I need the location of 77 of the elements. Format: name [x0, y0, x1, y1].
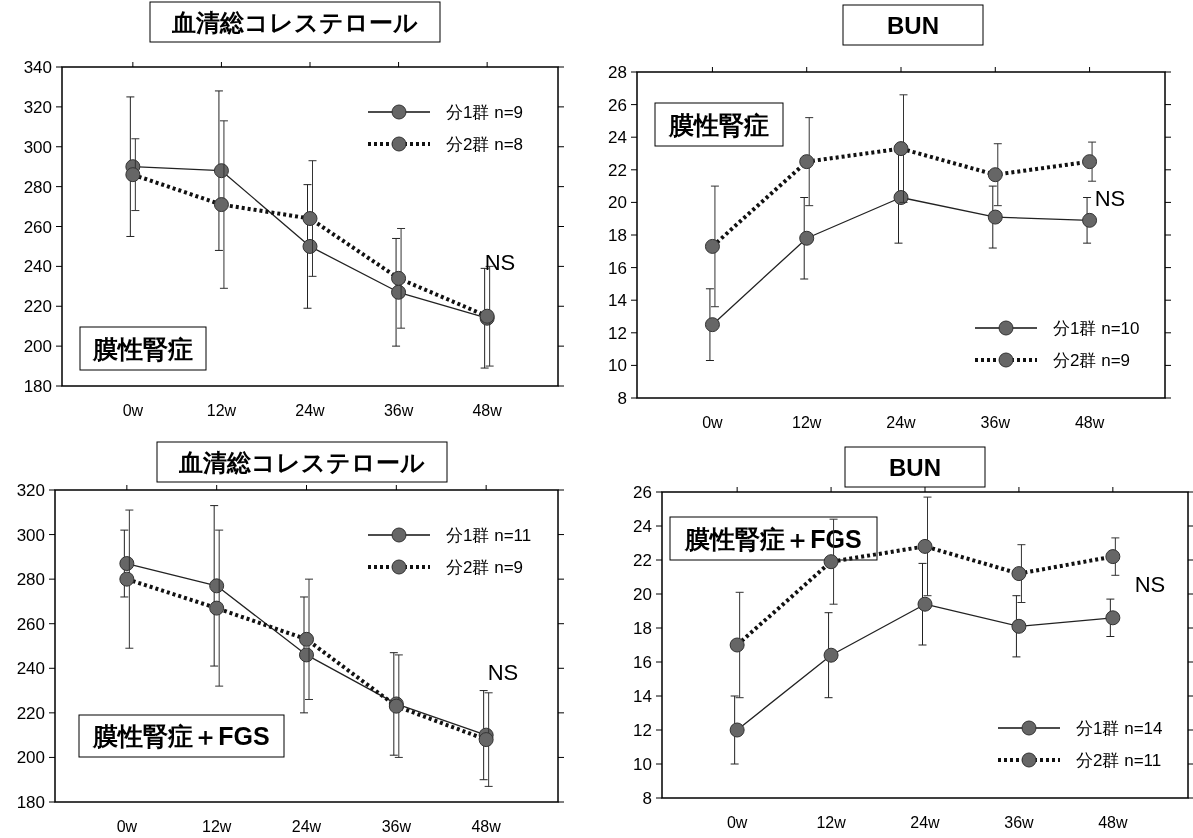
x-tick-label: 12w	[202, 818, 232, 835]
y-tick-label: 320	[23, 97, 52, 117]
y-tick-label: 10	[633, 755, 652, 774]
x-tick-label: 48w	[472, 402, 503, 419]
y-tick-label: 22	[608, 160, 627, 180]
legend-label: 分2群 n=9	[446, 558, 524, 577]
y-tick-label: 18	[608, 226, 627, 245]
y-tick-label: 300	[23, 137, 52, 157]
y-tick-label: 26	[633, 483, 652, 502]
legend-label: 分2群 n=8	[446, 135, 524, 154]
y-tick-label: 180	[16, 793, 45, 812]
y-tick-label: 8	[642, 789, 652, 808]
annotation: NS	[1134, 572, 1166, 597]
y-tick-label: 26	[608, 95, 627, 115]
annotation: NS	[484, 250, 516, 275]
y-tick-label: 280	[16, 570, 45, 590]
annotation: NS	[487, 660, 519, 685]
y-tick-label: 260	[23, 217, 52, 237]
y-tick-label: 240	[23, 257, 52, 277]
x-tick-label: 24w	[886, 414, 917, 431]
x-tick-label: 12w	[792, 414, 822, 431]
y-tick-label: 220	[16, 703, 45, 723]
legend-label: 分2群 n=9	[1053, 351, 1131, 370]
legend-label: 分2群 n=11	[1076, 751, 1162, 770]
x-tick-label: 24w	[910, 814, 941, 831]
x-tick-label: 24w	[295, 402, 326, 419]
chart-title: BUN	[889, 454, 941, 481]
x-tick-label: 36w	[1004, 814, 1035, 831]
x-tick-label: 12w	[206, 402, 237, 419]
chart-title: 血清総コレステロール	[178, 449, 425, 476]
x-tick-label: 0w	[726, 814, 748, 831]
x-tick-label: 36w	[381, 818, 412, 835]
x-tick-label: 0w	[702, 414, 724, 431]
y-tick-label: 200	[16, 748, 45, 768]
y-tick-label: 10	[608, 356, 627, 376]
x-tick-label: 12w	[816, 814, 847, 831]
x-tick-label: 0w	[122, 402, 144, 419]
y-tick-label: 340	[23, 58, 52, 77]
y-tick-label: 12	[633, 721, 652, 740]
y-tick-label: 14	[608, 291, 627, 311]
y-tick-label: 280	[23, 177, 52, 197]
annotation: 膜性腎症	[668, 110, 769, 139]
y-tick-label: 220	[23, 297, 52, 317]
chart-title: BUN	[887, 12, 939, 39]
legend-label: 分1群 n=9	[446, 103, 524, 122]
chart-title: 血清総コレステロール	[171, 9, 418, 36]
annotation: 膜性腎症＋FGS	[92, 722, 270, 750]
y-tick-label: 16	[633, 653, 652, 672]
x-tick-label: 48w	[1098, 814, 1128, 831]
y-tick-label: 28	[608, 63, 627, 82]
annotation: 膜性腎症	[92, 334, 193, 363]
x-tick-label: 36w	[980, 414, 1011, 431]
x-tick-label: 48w	[471, 818, 502, 835]
y-tick-label: 16	[608, 258, 627, 278]
y-tick-label: 12	[608, 323, 627, 343]
y-tick-label: 320	[16, 481, 45, 500]
annotation: NS	[1094, 186, 1126, 211]
y-tick-label: 20	[633, 585, 652, 604]
y-tick-label: 18	[633, 619, 652, 638]
y-tick-label: 20	[608, 193, 627, 213]
legend-label: 分1群 n=14	[1076, 719, 1163, 738]
x-tick-label: 36w	[383, 402, 414, 419]
y-tick-label: 24	[633, 517, 652, 536]
y-tick-label: 200	[23, 337, 52, 357]
y-tick-label: 300	[16, 525, 45, 545]
y-tick-label: 24	[608, 128, 627, 148]
x-tick-label: 0w	[116, 818, 138, 835]
y-tick-label: 8	[617, 389, 627, 408]
legend-label: 分1群 n=11	[446, 526, 532, 545]
x-tick-label: 48w	[1074, 414, 1105, 431]
y-tick-label: 14	[633, 687, 652, 706]
x-tick-label: 24w	[291, 818, 322, 835]
y-tick-label: 260	[16, 614, 45, 634]
legend-label: 分1群 n=10	[1053, 319, 1140, 338]
y-tick-label: 180	[23, 377, 52, 396]
y-tick-label: 22	[633, 551, 652, 570]
y-tick-label: 240	[16, 659, 45, 679]
